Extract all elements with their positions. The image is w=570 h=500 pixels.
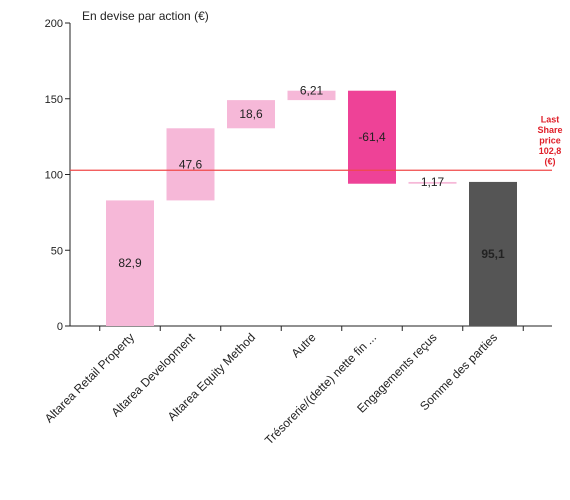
x-category-label: Trésorerie/(dette) nette fin ... — [262, 330, 379, 447]
y-tick-label: 150 — [45, 94, 63, 106]
last-share-price-label-line: Share — [537, 125, 562, 135]
y-axis-title: En devise par action (€) — [82, 9, 209, 23]
last-share-price-label-line: (€) — [545, 156, 556, 166]
waterfall-bar — [106, 200, 154, 326]
last-share-price-label-line: 102,8 — [539, 146, 562, 156]
y-tick-label: 50 — [51, 245, 63, 257]
bar-value-label: 1,17 — [421, 175, 445, 189]
waterfall-bar — [469, 181, 517, 326]
last-share-price-label-line: price — [539, 135, 561, 145]
bar-value-label: 95,1 — [481, 247, 505, 261]
y-tick-label: 0 — [57, 321, 63, 333]
bar-value-label: 6,21 — [300, 84, 324, 98]
bar-value-label: -61,4 — [358, 130, 386, 144]
waterfall-bar — [287, 90, 336, 101]
waterfall-bar — [227, 100, 275, 129]
reference-line-group: Last Share price 102,8 (€) — [70, 114, 563, 171]
last-share-price-label: Last Share price 102,8 (€) — [537, 114, 562, 166]
bars: 82,9 47,6 18,6 6,21 -61,4 1,17 95,1 — [106, 84, 517, 326]
y-tick-label: 100 — [45, 170, 63, 182]
last-share-price-label-line: Last — [541, 114, 560, 124]
x-category-label: Autre — [288, 330, 318, 360]
waterfall-bar — [348, 90, 396, 184]
bar-value-label: 47,6 — [179, 157, 203, 171]
y-tick-label: 200 — [45, 18, 63, 30]
bar-value-label: 82,9 — [118, 256, 142, 270]
bar-value-label: 18,6 — [239, 107, 263, 121]
y-axis: 0 50 100 150 200 — [45, 18, 71, 333]
waterfall-bar — [408, 181, 457, 184]
waterfall-bar — [166, 128, 215, 201]
